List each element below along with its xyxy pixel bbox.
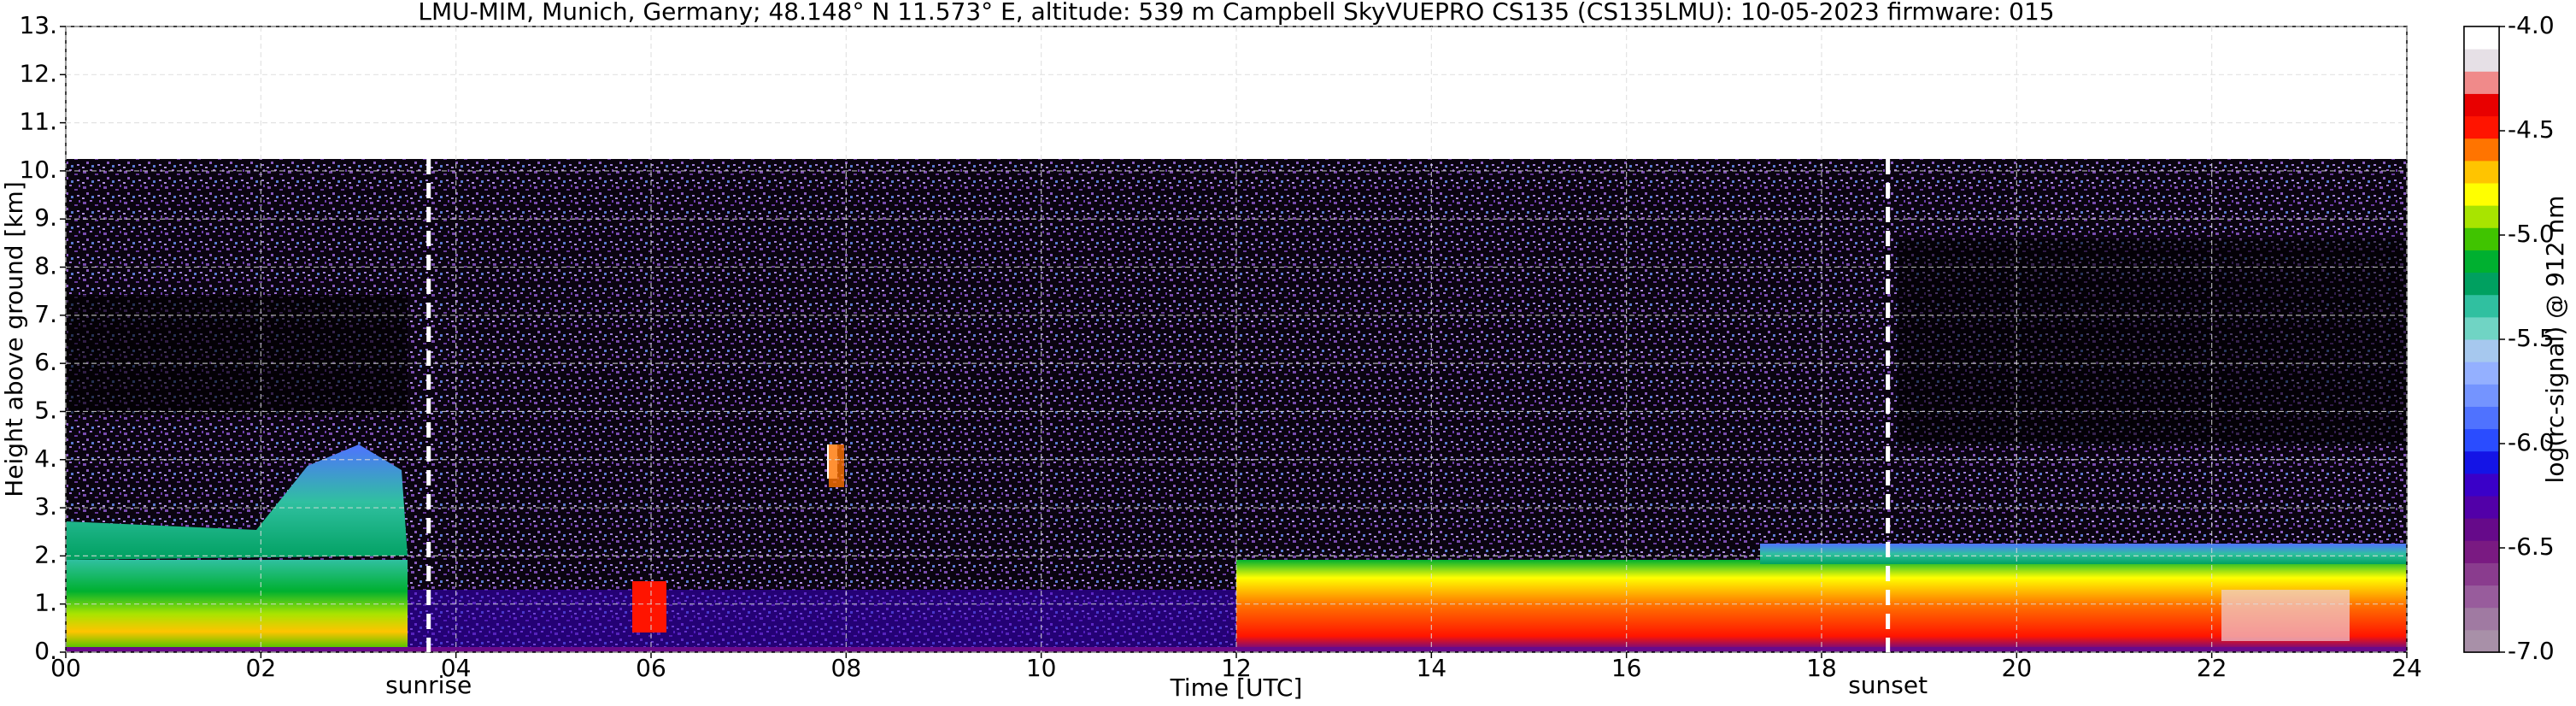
x-tick-label: 04 xyxy=(441,654,472,682)
chart-title: LMU-MIM, Munich, Germany; 48.148° N 11.5… xyxy=(418,0,2054,26)
colorbar-segment xyxy=(2464,607,2499,631)
colorbar-segment xyxy=(2464,406,2499,430)
heatmap-region xyxy=(2221,590,2350,641)
colorbar-tick-label: -4.5 xyxy=(2508,115,2555,144)
colorbar-segment xyxy=(2464,49,2499,72)
heatmap-region xyxy=(1897,239,2407,444)
colorbar-segment xyxy=(2464,250,2499,274)
colorbar-segment xyxy=(2464,496,2499,519)
heatmap-region xyxy=(66,295,408,415)
x-tick-label: 22 xyxy=(2197,654,2227,682)
colorbar-segment xyxy=(2464,540,2499,563)
y-axis-label: Height above ground [km] xyxy=(0,181,28,497)
y-tick-label: 0. xyxy=(34,637,57,665)
heatmap-region xyxy=(829,444,844,487)
x-tick-label: 00 xyxy=(50,654,81,682)
y-tick-label: 8. xyxy=(34,252,57,280)
colorbar-segment xyxy=(2464,93,2499,117)
colorbar-segment xyxy=(2464,629,2499,653)
heatmap-region xyxy=(632,581,666,632)
colorbar-segment xyxy=(2464,362,2499,385)
y-tick-label: 13. xyxy=(19,11,57,39)
x-tick-label: 10 xyxy=(1026,654,1057,682)
colorbar-segment xyxy=(2464,138,2499,162)
y-tick-label: 10. xyxy=(19,156,57,184)
x-tick-label: 16 xyxy=(1611,654,1642,682)
y-tick-label: 2. xyxy=(34,540,57,568)
colorbar-segment xyxy=(2464,450,2499,474)
x-axis-label: Time [UTC] xyxy=(1170,674,1303,702)
x-tick-label: 20 xyxy=(2002,654,2033,682)
y-tick-label: 1. xyxy=(34,589,57,617)
x-tick-label: 12 xyxy=(1221,654,1252,682)
x-tick-label: 08 xyxy=(831,654,862,682)
colorbar-segment xyxy=(2464,384,2499,407)
colorbar-segment xyxy=(2464,26,2499,50)
colorbar-outline xyxy=(2463,26,2500,653)
colorbar-segment xyxy=(2464,294,2499,318)
y-tick-label: 5. xyxy=(34,396,57,424)
x-tick-label: 18 xyxy=(1806,654,1837,682)
colorbar-segment xyxy=(2464,562,2499,586)
colorbar-segment xyxy=(2464,115,2499,139)
colorbar-segment xyxy=(2464,585,2499,609)
y-tick-label: 7. xyxy=(34,300,57,328)
y-tick-label: 4. xyxy=(34,444,57,473)
colorbar-tick-label: -6.5 xyxy=(2508,532,2555,561)
heatmap-region xyxy=(408,590,1262,650)
colorbar-segment xyxy=(2464,205,2499,228)
y-tick-label: 6. xyxy=(34,348,57,376)
annotation-label: sunrise xyxy=(385,671,472,699)
colorbar-segment xyxy=(2464,183,2499,206)
colorbar-tick-label: -4.0 xyxy=(2508,11,2555,39)
colorbar-segment xyxy=(2464,227,2499,250)
colorbar-segment xyxy=(2464,160,2499,184)
colorbar-segment xyxy=(2464,316,2499,340)
y-tick-label: 3. xyxy=(34,492,57,521)
heatmap-region xyxy=(66,444,408,560)
x-tick-label: 06 xyxy=(636,654,666,682)
y-tick-label: 12. xyxy=(19,59,57,87)
colorbar-label: log(rc-signal) @ 912 nm xyxy=(2541,196,2569,484)
heatmap-region xyxy=(66,647,2407,652)
heatmap-region xyxy=(66,560,408,650)
colorbar-segment xyxy=(2464,272,2499,296)
x-tick-label: 14 xyxy=(1417,654,1447,682)
colorbar-segment xyxy=(2464,71,2499,94)
y-tick-label: 11. xyxy=(19,108,57,136)
colorbar-segment xyxy=(2464,428,2499,452)
colorbar-tick-label: -5.0 xyxy=(2508,220,2555,248)
heatmap-region xyxy=(1760,544,2407,564)
colorbar-tick-label: -7.0 xyxy=(2508,637,2555,665)
x-tick-label: 02 xyxy=(246,654,277,682)
x-tick-label: 24 xyxy=(2391,654,2422,682)
y-tick-label: 9. xyxy=(34,203,57,232)
colorbar-segment xyxy=(2464,339,2499,362)
annotation-label: sunset xyxy=(1848,671,1928,699)
colorbar-tick-label: -5.5 xyxy=(2508,324,2555,352)
colorbar-segment xyxy=(2464,473,2499,497)
colorbar-tick-label: -6.0 xyxy=(2508,428,2555,456)
colorbar-segment xyxy=(2464,518,2499,541)
